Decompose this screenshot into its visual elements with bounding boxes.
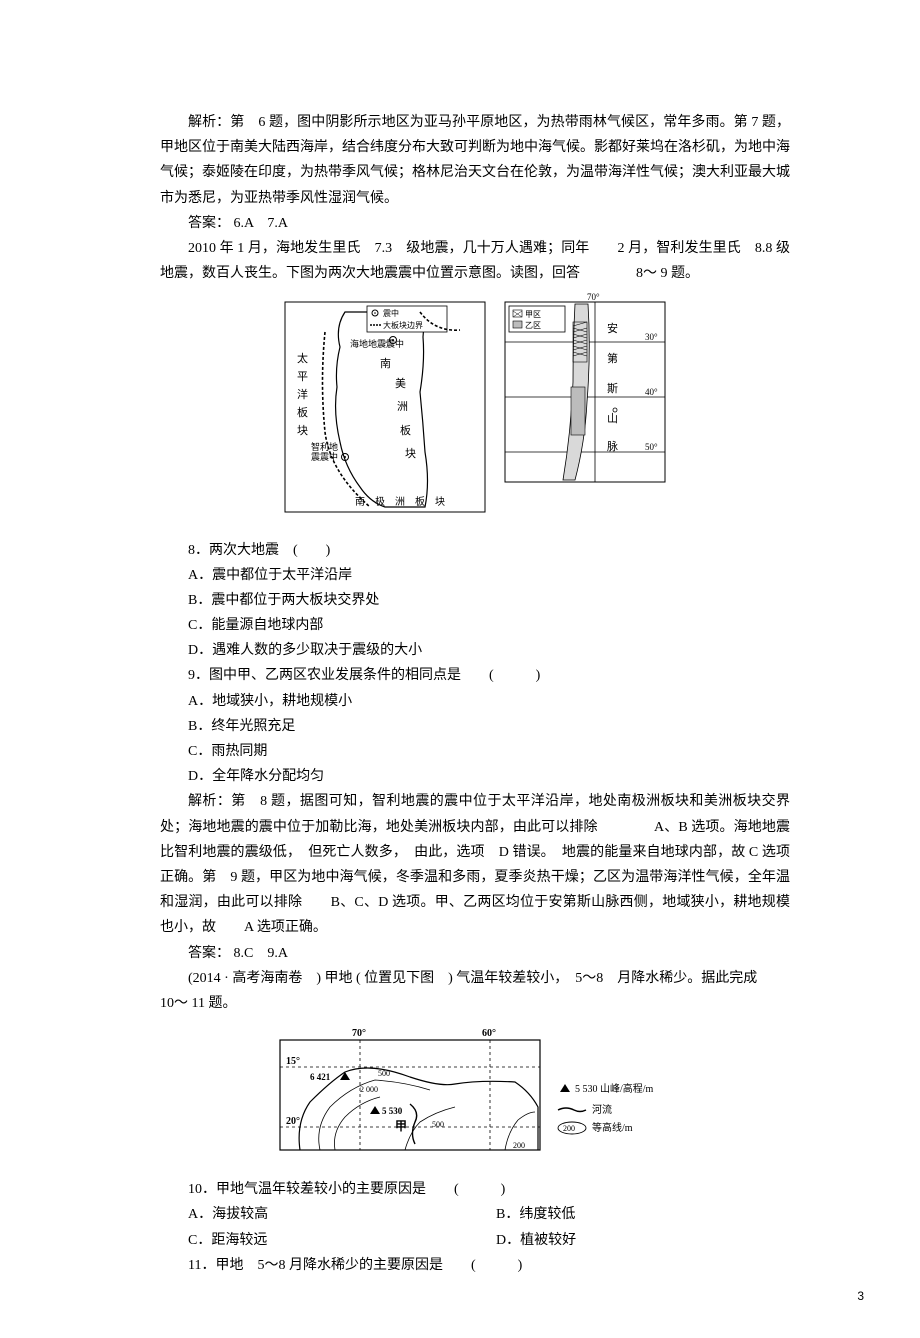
label-peak-6421: 6 421 [310,1072,331,1082]
q10-option-d: D．植被较好 [482,1228,790,1253]
intro-8-9: 2010 年 1 月，海地发生里氏 7.3 级地震，几十万人遇难；同年 2 月，… [160,236,790,286]
figure-earthquake-map: 震中 大板块边界 海地地震震中 智利地 震震中 太 平 洋 [160,292,790,531]
explanation-8-9: 解析：第 8 题，据图可知，智利地震的震中位于太平洋沿岸，地处南极洲板块和美洲板… [160,789,790,940]
legend-peak: 5 530 山峰/高程/m [575,1082,654,1095]
legend-plate-boundary: 大板块边界 [383,320,423,330]
label-chile-a: 智利地 [311,441,338,452]
intro-10-11b: 10～ 11 题。 [160,991,790,1016]
svg-text:斯: 斯 [607,382,618,395]
svg-text:脉: 脉 [607,439,618,453]
figure2-legend: 5 530 山峰/高程/m 河流 200 等高线/m [558,1082,654,1134]
svg-text:块: 块 [297,424,308,437]
q10-row-cd: C．距海较远 D．植被较好 [160,1228,790,1253]
q8-option-b: B．震中都位于两大板块交界处 [160,588,790,613]
q9-option-d: D．全年降水分配均匀 [160,764,790,789]
svg-text:山: 山 [607,412,618,425]
q10-option-a: A．海拔较高 [160,1202,482,1227]
legend-yi: 乙区 [525,321,541,330]
q9-stem: 9．图中甲、乙两区农业发展条件的相同点是 ( ) [160,663,790,688]
label-south-america: 南 [380,357,391,370]
label-andes: 安 [607,321,618,335]
q10-stem: 10．甲地气温年较差较小的主要原因是 ( ) [160,1177,790,1202]
label-peak-5530: 5 530 [382,1106,403,1116]
label-20s: 20° [286,1116,300,1127]
label-contour-500b: 500 [432,1120,444,1129]
label-70w: 70° [587,292,600,302]
q10-row-ab: A．海拔较高 B．纬度较低 [160,1202,790,1227]
label-70w-2: 70° [352,1028,366,1039]
label-15s: 15° [286,1056,300,1067]
svg-text:美: 美 [395,377,406,390]
svg-text:板: 板 [297,405,308,419]
q8-option-d: D．遇难人数的多少取决于震级的大小 [160,638,790,663]
svg-text:洋: 洋 [297,387,308,401]
label-contour-2000: 2 000 [360,1085,378,1094]
svg-text:平: 平 [297,371,308,383]
svg-text:第: 第 [607,351,618,365]
label-pacific: 太 [297,352,308,365]
label-antarctic: 南 极 洲 板 块 [355,495,445,508]
label-jia: 甲 [395,1119,407,1133]
label-contour-500a: 500 [378,1069,390,1078]
legend-contour: 等高线/m [592,1121,633,1134]
figure-contour-map: 70° 60° 15° 20° 500 2 000 500 200 6 421 … [160,1022,790,1171]
q9-option-a: A．地域狭小，耕地规模小 [160,689,790,714]
legend-epicenter: 震中 [383,308,399,318]
q10-option-b: B．纬度较低 [482,1202,790,1227]
q9-option-b: B．终年光照充足 [160,714,790,739]
legend-jia: 甲区 [525,310,541,319]
label-50s: 50° [645,442,658,452]
label-40s: 40° [645,387,658,397]
explanation-6-7: 解析：第 6 题，图中阴影所示地区为亚马孙平原地区，为热带雨林气候区，常年多雨。… [160,110,790,211]
q9-option-c: C．雨热同期 [160,739,790,764]
answer-8-9: 答案： 8.C 9.A [160,941,790,966]
legend-contour-200: 200 [563,1124,575,1133]
page-number: 3 [857,1286,864,1308]
q8-option-c: C．能量源自地球内部 [160,613,790,638]
legend-river: 河流 [592,1103,612,1116]
label-30s: 30° [645,332,658,342]
answer-6-7: 答案： 6.A 7.A [160,211,790,236]
svg-text:板: 板 [400,423,411,437]
q8-option-a: A．震中都位于太平洋沿岸 [160,563,790,588]
label-60w-2: 60° [482,1028,496,1039]
intro-10-11: (2014 · 高考海南卷 ) 甲地 ( 位置见下图 ) 气温年较差较小， 5～… [160,966,790,991]
page: 解析：第 6 题，图中阴影所示地区为亚马孙平原地区，为热带雨林气候区，常年多雨。… [0,0,920,1338]
q11-stem: 11．甲地 5～8 月降水稀少的主要原因是 ( ) [160,1253,790,1278]
svg-text:块: 块 [405,447,416,460]
label-haiti: 海地地震震中 [350,338,404,349]
q8-stem: 8．两次大地震 ( ) [160,538,790,563]
q10-option-c: C．距海较远 [160,1228,482,1253]
svg-text:洲: 洲 [397,401,408,413]
label-contour-200: 200 [513,1141,525,1150]
